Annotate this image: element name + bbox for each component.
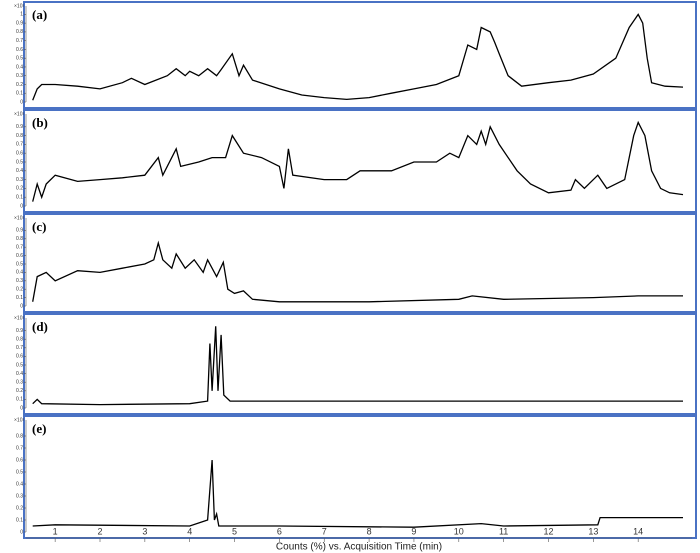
x-tick-label: 9 <box>411 526 416 536</box>
x-tick-label: 8 <box>367 526 372 536</box>
x-tick-label: 11 <box>499 526 508 536</box>
x-tick-label: 2 <box>97 526 102 536</box>
panel-label: (e) <box>32 421 46 436</box>
x-tick-label: 4 <box>187 526 192 536</box>
y-tick-label: 0.7 <box>16 142 23 148</box>
trace <box>32 13 684 101</box>
x-tick-label: 6 <box>277 526 282 536</box>
y-tick-label: 0.2 <box>16 287 23 293</box>
panel-label: (d) <box>32 319 48 334</box>
panel-frame <box>23 313 697 415</box>
y-tick-label: 0.3 <box>16 380 23 386</box>
trace <box>32 240 683 303</box>
y-tick-label: 0.2 <box>16 82 23 88</box>
y-tick-label: 0.8 <box>16 29 23 35</box>
panel-label: (c) <box>32 219 46 234</box>
panel-label: (b) <box>32 115 48 130</box>
x-tick-label: 3 <box>142 526 147 536</box>
panel-frame <box>23 415 697 539</box>
panel-frame <box>23 1 697 109</box>
trace <box>32 326 683 406</box>
y-tick-label: 0.5 <box>16 261 23 267</box>
y-tick-label: 0.3 <box>16 73 23 79</box>
y-tick-label: 0.4 <box>16 168 23 174</box>
x-tick-label: 5 <box>232 526 237 536</box>
y-tick-label: 0.1 <box>16 91 23 97</box>
y-tick-label: 0.8 <box>16 433 23 439</box>
y-tick-label: 0.8 <box>16 133 23 139</box>
x-tick-label: 10 <box>454 526 464 536</box>
y-tick-label: 0.5 <box>16 56 23 62</box>
x-tick-label: 14 <box>633 526 643 536</box>
y-tick-label: 0.2 <box>16 505 23 511</box>
panel-frame <box>23 213 697 313</box>
y-tick-label: 0 <box>20 303 23 309</box>
y-tick-label: 0.7 <box>16 38 23 44</box>
y-tick-label: 0.6 <box>16 151 23 157</box>
trace <box>32 120 684 202</box>
y-multiplier: ×10¹ <box>14 315 24 321</box>
y-tick-label: 0.9 <box>16 20 23 26</box>
y-tick-label: 0.6 <box>16 253 23 259</box>
trace <box>32 459 683 528</box>
x-tick-label: 12 <box>543 526 553 536</box>
y-tick-label: 0.4 <box>16 481 23 487</box>
y-tick-label: 0.8 <box>16 236 23 242</box>
x-tick-label: 1 <box>53 526 58 536</box>
y-tick-label: 0.2 <box>16 388 23 394</box>
y-tick-label: 0 <box>20 405 23 411</box>
y-tick-label: 0.5 <box>16 159 23 165</box>
y-tick-label: 0 <box>20 99 23 105</box>
y-tick-label: 0.7 <box>16 245 23 251</box>
y-tick-label: 0.5 <box>16 469 23 475</box>
y-multiplier: ×10¹ <box>14 215 24 221</box>
y-tick-label: 0 <box>20 203 23 209</box>
y-tick-label: 0.1 <box>16 295 23 301</box>
y-tick-label: 0.1 <box>16 397 23 403</box>
y-tick-label: 0.6 <box>16 354 23 360</box>
y-tick-label: 0.9 <box>16 328 23 334</box>
panel-frame <box>23 109 697 213</box>
x-axis-label: Counts (%) vs. Acquisition Time (min) <box>276 542 442 553</box>
y-tick-label: 0.4 <box>16 270 23 276</box>
y-tick-label: 0.4 <box>16 64 23 70</box>
y-multiplier: ×10¹ <box>14 417 24 423</box>
y-tick-label: 0.4 <box>16 371 23 377</box>
y-tick-label: 0.1 <box>16 517 23 523</box>
y-tick-label: 0.3 <box>16 493 23 499</box>
y-tick-label: 0.3 <box>16 278 23 284</box>
y-tick-label: 0.8 <box>16 337 23 343</box>
y-tick-label: 0.2 <box>16 186 23 192</box>
y-tick-label: 0.5 <box>16 362 23 368</box>
y-tick-label: 0.6 <box>16 457 23 463</box>
y-tick-label: 0.9 <box>16 228 23 234</box>
x-tick-label: 13 <box>588 526 598 536</box>
panel-label: (a) <box>32 7 47 22</box>
y-tick-label: 0.1 <box>16 195 23 201</box>
y-multiplier: ×10¹ <box>14 111 24 117</box>
y-tick-label: 0.3 <box>16 177 23 183</box>
y-tick-label: 0.7 <box>16 345 23 351</box>
y-tick-label: 0.9 <box>16 124 23 130</box>
y-tick-label: 0.6 <box>16 47 23 53</box>
y-tick-label: 0 <box>20 529 23 535</box>
x-tick-label: 7 <box>322 526 327 536</box>
y-tick-label: 1 <box>20 12 23 18</box>
y-multiplier: ×10¹ <box>14 3 24 9</box>
y-tick-label: 0.7 <box>16 445 23 451</box>
